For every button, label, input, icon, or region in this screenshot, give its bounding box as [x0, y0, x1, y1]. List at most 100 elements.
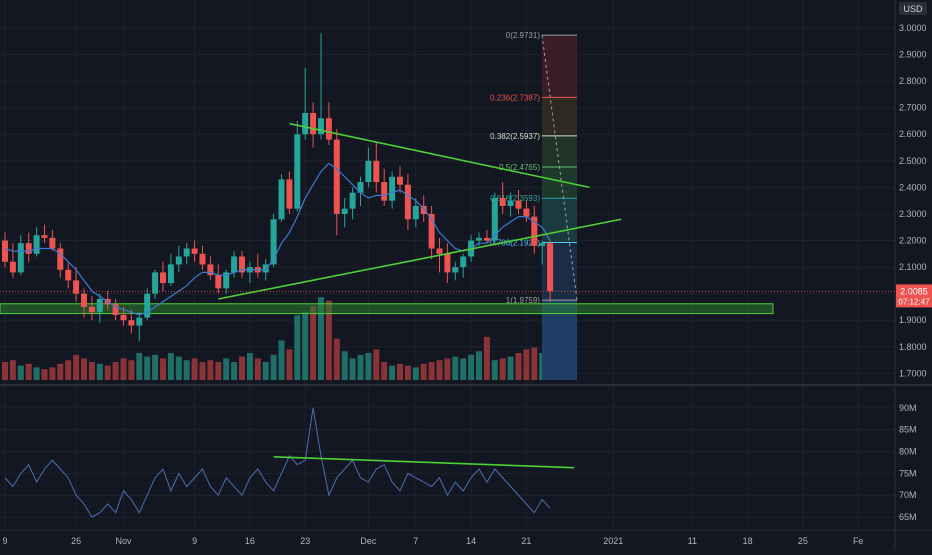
candle-body	[231, 256, 238, 273]
fib-level-label: 0.5(2.4765)	[499, 163, 540, 172]
candle-body	[199, 253, 206, 265]
time-tick-label: 18	[743, 536, 753, 546]
fib-band	[542, 97, 577, 136]
volume-bar	[349, 358, 356, 380]
price-tick-label: 2.2000	[899, 236, 927, 246]
candle-body	[41, 235, 48, 238]
volume-bar	[254, 358, 261, 380]
time-tick-label: 9	[2, 536, 7, 546]
time-tick-label: 26	[71, 536, 81, 546]
candle-body	[81, 293, 87, 307]
candle-body	[286, 179, 293, 209]
volume-bar	[294, 315, 301, 380]
volume-bar	[491, 360, 498, 380]
volume-bar	[81, 358, 87, 380]
current-price-label: 2.0085	[900, 286, 928, 296]
candle-body	[476, 237, 482, 241]
volume-bar	[365, 353, 372, 380]
fib-band	[542, 35, 577, 98]
currency-badge[interactable]	[899, 2, 927, 15]
countdown-label: 07:12:47	[898, 297, 930, 306]
candle-body	[523, 208, 530, 217]
candle-body	[57, 248, 64, 270]
candle-body	[2, 240, 8, 262]
candle-body	[333, 139, 340, 214]
volume-bar	[302, 311, 309, 380]
price-tick-label: 2.5000	[899, 156, 927, 166]
indicator-tick-label: 75M	[899, 468, 917, 478]
price-tick-label: 3.0000	[899, 23, 927, 33]
fib-band	[542, 135, 577, 168]
trendline	[218, 218, 622, 300]
candle-body	[175, 256, 182, 265]
time-tick-label: 21	[521, 536, 531, 546]
volume-bar	[507, 356, 514, 380]
price-tick-label: 2.8000	[899, 76, 927, 86]
volume-bar	[120, 358, 127, 380]
time-tick-label: 25	[798, 536, 808, 546]
trendlines	[218, 122, 622, 300]
candle-body	[349, 192, 356, 209]
price-tick-label: 2.1000	[899, 262, 927, 272]
time-tick-label: Dec	[360, 536, 377, 546]
volume-bar	[318, 297, 324, 380]
volume-bar	[412, 367, 419, 380]
volume-bar	[246, 353, 253, 380]
volume-bar	[404, 365, 411, 380]
candle-body	[96, 298, 103, 313]
candle-body	[160, 272, 166, 284]
volume-bar	[144, 356, 151, 380]
volume-bar	[286, 349, 293, 380]
volume-bar	[381, 362, 388, 380]
volume-bar	[104, 365, 111, 380]
volume-bar	[428, 362, 435, 380]
time-tick-label: 16	[245, 536, 255, 546]
fib-band	[542, 167, 577, 199]
price-tick-label: 2.4000	[899, 182, 927, 192]
fib-level-label: 0.236(2.7387)	[490, 93, 540, 102]
volume-bar	[199, 362, 206, 380]
candle-body	[152, 272, 159, 294]
candle-body	[17, 243, 24, 273]
volume-bar	[531, 347, 538, 380]
candle-body	[460, 256, 467, 268]
volume-bar	[476, 351, 482, 380]
time-tick-label: 2021	[603, 536, 623, 546]
volume-bar	[112, 362, 119, 380]
time-tick-label: 11	[688, 536, 697, 546]
candle-body	[444, 253, 451, 273]
volume-bar	[183, 360, 190, 380]
candle-body	[167, 264, 174, 284]
indicator-trendline	[273, 455, 574, 469]
candle-body	[547, 243, 554, 292]
volume-bar	[397, 363, 403, 380]
indicator-tick-label: 65M	[899, 512, 917, 522]
volume-bar	[57, 363, 64, 380]
candle-body	[531, 216, 538, 246]
support-zone	[0, 303, 774, 315]
fib-level-label: 1(1.9759)	[506, 296, 541, 305]
candle-body	[483, 237, 490, 241]
indicator-pane: 90M 85M 80M 75M 70M 65M	[0, 403, 917, 522]
volume-bar	[262, 362, 269, 380]
candle-body	[412, 205, 419, 220]
volume-bar	[333, 338, 340, 380]
candle-body	[491, 198, 498, 241]
candle-body	[223, 272, 230, 289]
candle-body	[539, 243, 546, 246]
price-tick-label: 1.8000	[899, 342, 927, 352]
candle-body	[404, 184, 411, 220]
price-tick-label: 2.3000	[899, 209, 927, 219]
volume-bar	[341, 351, 348, 380]
candle-body	[365, 160, 372, 183]
volume-bar	[270, 354, 277, 380]
candle-body	[515, 200, 522, 209]
indicator-tick-label: 85M	[899, 425, 917, 435]
volume-bar	[223, 358, 230, 380]
time-tick-label: 9	[192, 536, 197, 546]
candle-body	[262, 264, 269, 273]
volume-bar	[65, 360, 72, 380]
volume-bar	[17, 365, 24, 380]
